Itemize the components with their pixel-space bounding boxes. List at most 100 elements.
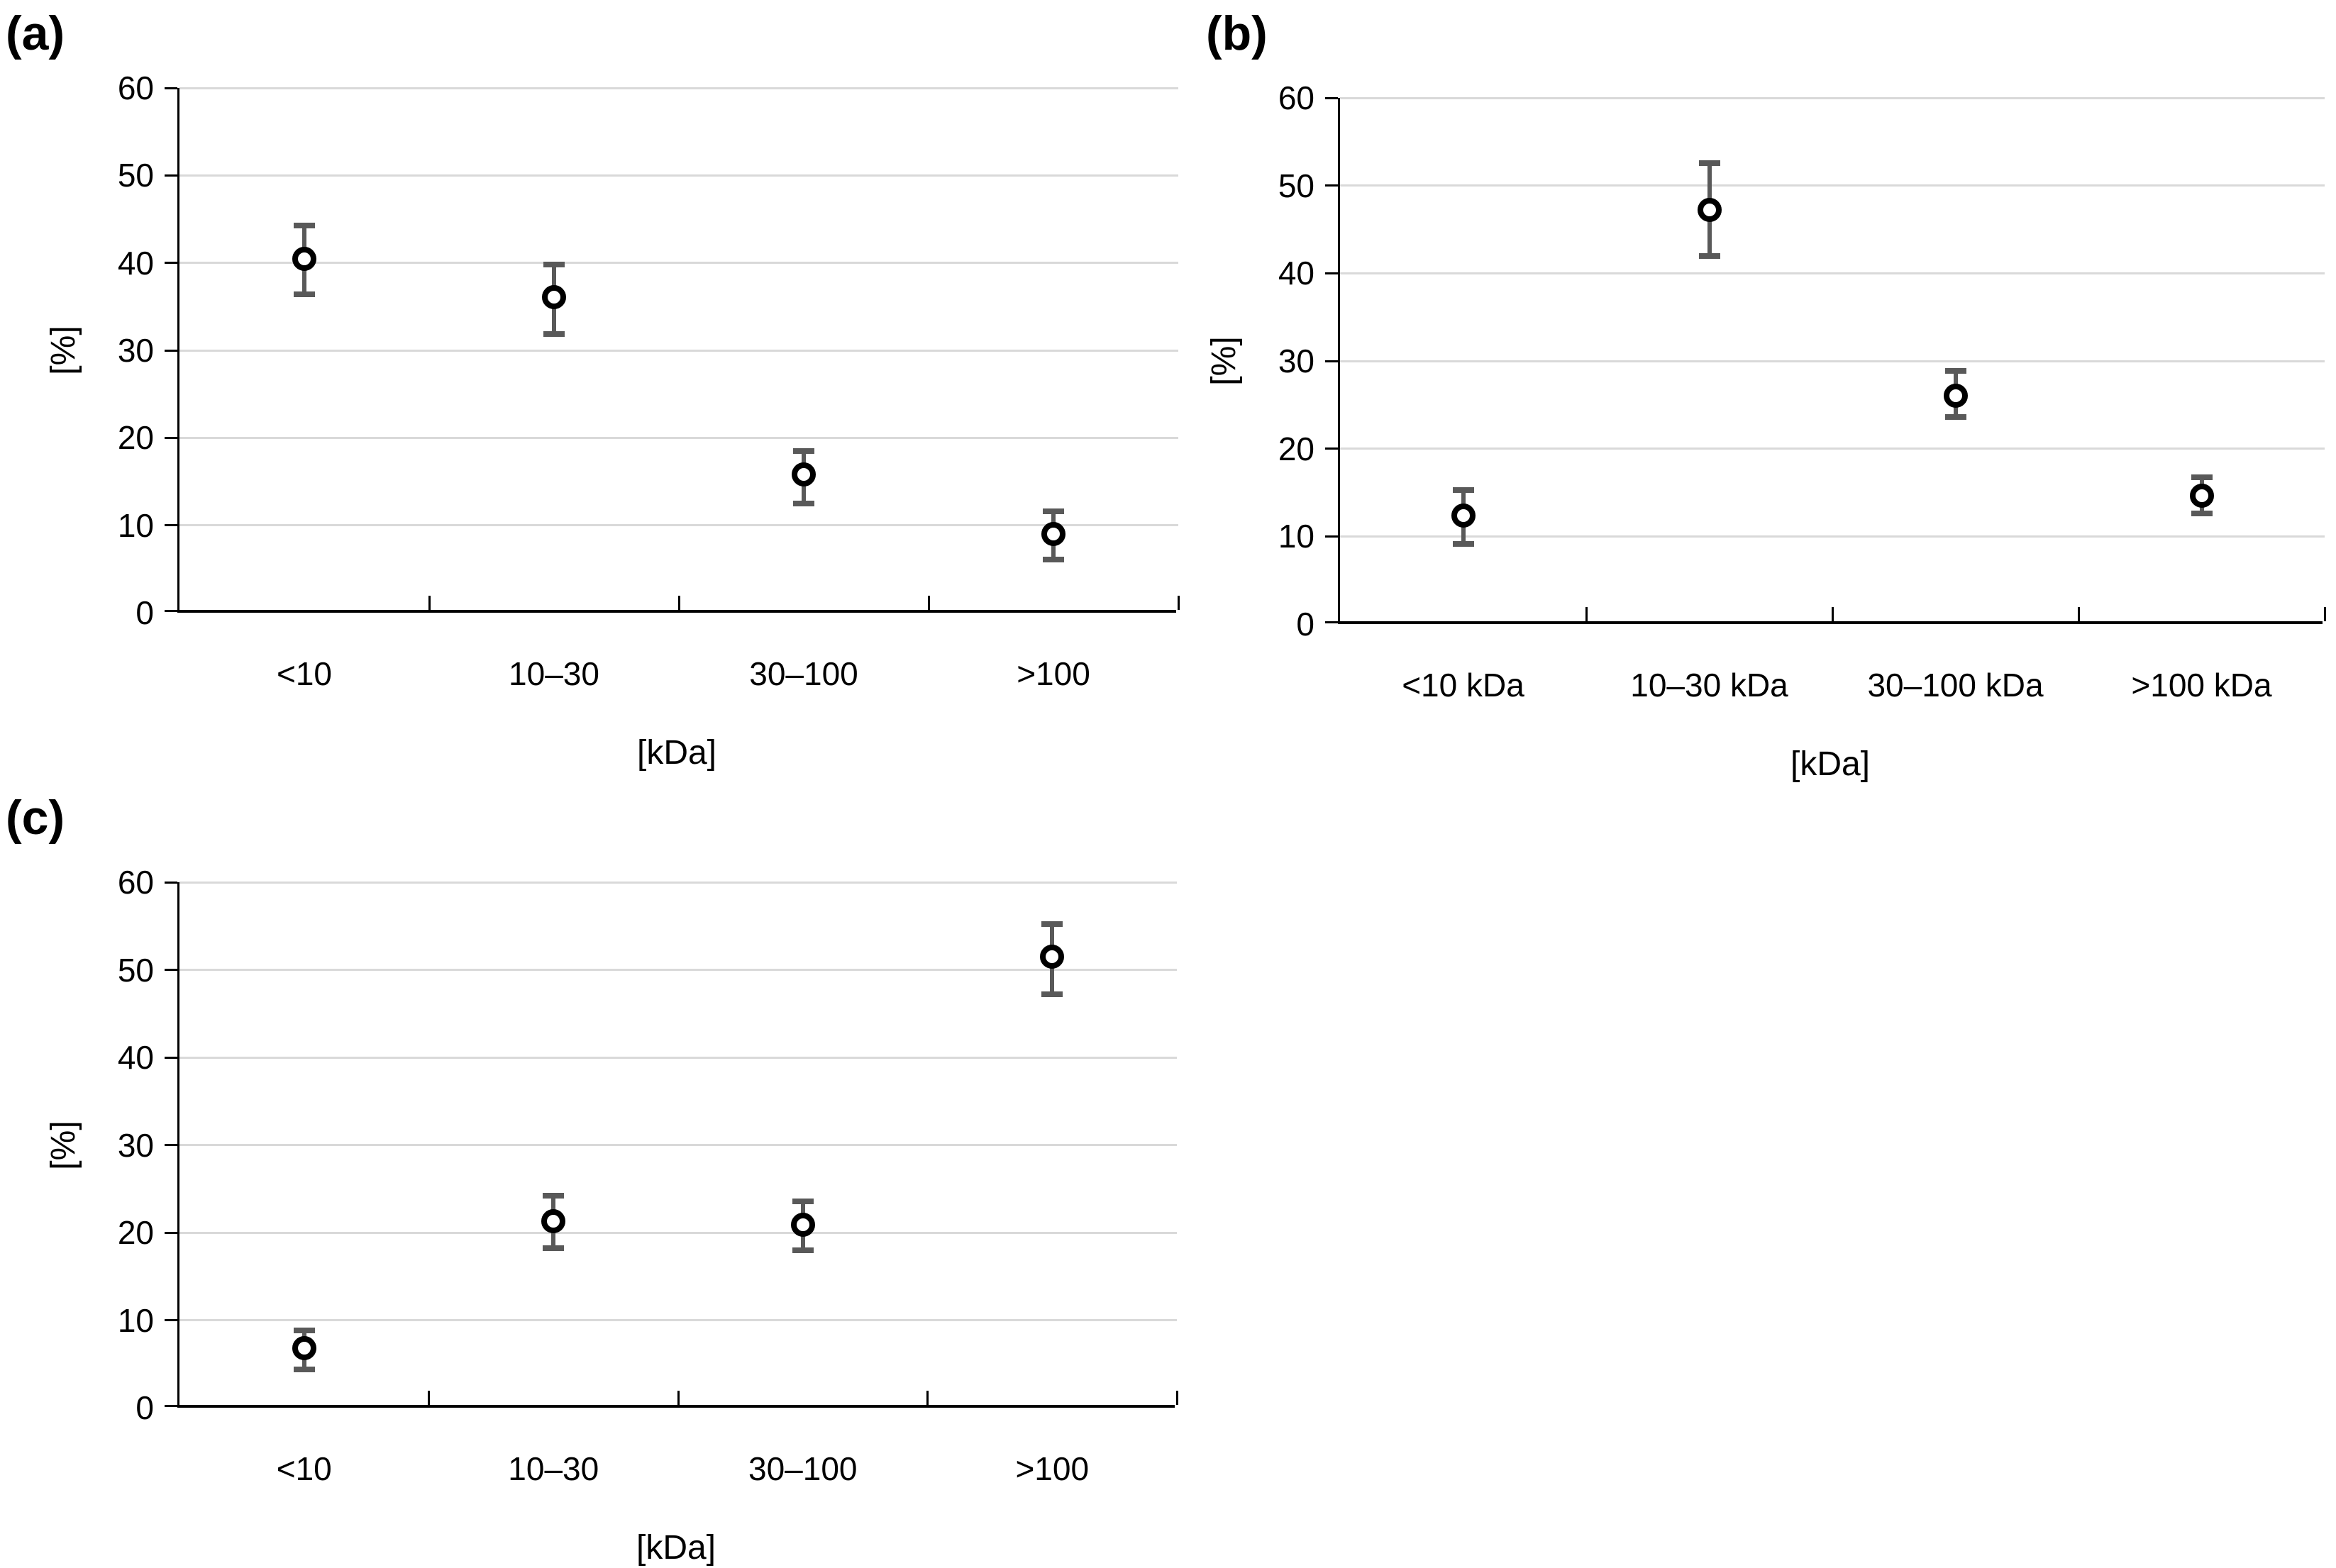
y-tick-label-20: 20 bbox=[1208, 429, 1314, 469]
x-tick-label-2: 30–100 bbox=[626, 1449, 980, 1489]
x-tick-3 bbox=[926, 1391, 929, 1405]
error-bar-cap-bottom bbox=[1043, 557, 1064, 562]
data-point-marker bbox=[1451, 504, 1476, 528]
y-tick-label-0: 0 bbox=[48, 1388, 154, 1428]
x-tick-2 bbox=[1832, 607, 1834, 621]
x-tick-4 bbox=[2324, 607, 2326, 621]
y-tick-label-60: 60 bbox=[48, 68, 154, 108]
y-tick-label-0: 0 bbox=[1208, 604, 1314, 644]
panel-b-y-axis-title: [%] bbox=[1205, 255, 1247, 467]
y-tick-20 bbox=[165, 437, 177, 439]
y-tick-30 bbox=[165, 1144, 177, 1146]
y-tick-label-30: 30 bbox=[48, 330, 154, 370]
error-bar-cap-top bbox=[294, 1328, 315, 1333]
x-tick-label-1: 10–30 bbox=[377, 654, 731, 694]
y-tick-label-10: 10 bbox=[1208, 516, 1314, 556]
error-bar-cap-top bbox=[1043, 508, 1064, 514]
error-bar bbox=[1051, 511, 1056, 560]
y-tick-50 bbox=[1325, 184, 1338, 187]
error-bar-cap-bottom bbox=[543, 1245, 564, 1251]
y-tick-label-50: 50 bbox=[48, 155, 154, 195]
error-bar bbox=[1707, 163, 1712, 256]
error-bar-cap-top bbox=[543, 262, 565, 267]
error-bar-cap-bottom bbox=[1041, 991, 1063, 997]
x-tick-2 bbox=[678, 596, 680, 610]
y-tick-30 bbox=[1325, 360, 1338, 362]
y-tick-label-50: 50 bbox=[1208, 166, 1314, 206]
x-tick-label-0: <10 kDa bbox=[1286, 665, 1641, 705]
y-tick-label-50: 50 bbox=[48, 950, 154, 990]
y-tick-label-40: 40 bbox=[1208, 253, 1314, 293]
error-bar-cap-top bbox=[1945, 368, 1966, 374]
gridline-60 bbox=[1340, 97, 2325, 99]
panel-a-label: (a) bbox=[6, 7, 65, 60]
x-tick-label-0: <10 bbox=[127, 654, 482, 694]
error-bar bbox=[302, 1330, 306, 1369]
error-bar-cap-top bbox=[2191, 474, 2213, 480]
gridline-30 bbox=[1340, 360, 2325, 362]
data-point-marker bbox=[1041, 522, 1065, 546]
gridline-50 bbox=[179, 174, 1178, 177]
y-tick-30 bbox=[165, 350, 177, 352]
gridline-50 bbox=[179, 969, 1177, 971]
error-bar-cap-bottom bbox=[1453, 541, 1474, 547]
panel-a-y-axis-title: [%] bbox=[44, 244, 87, 457]
panel-b-x-axis-title: [kDa] bbox=[1688, 745, 1972, 784]
panel-c-label: (c) bbox=[6, 791, 65, 845]
error-bar-cap-bottom bbox=[1945, 414, 1966, 420]
data-point-marker bbox=[292, 247, 316, 271]
y-tick-label-60: 60 bbox=[48, 862, 154, 902]
y-tick-label-10: 10 bbox=[48, 1301, 154, 1340]
gridline-10 bbox=[179, 524, 1178, 526]
y-tick-10 bbox=[1325, 535, 1338, 538]
data-point-marker bbox=[292, 1336, 316, 1360]
error-bar-cap-top bbox=[1699, 160, 1720, 166]
data-point-marker bbox=[2190, 484, 2214, 508]
error-bar bbox=[2200, 477, 2204, 513]
x-tick-1 bbox=[428, 1391, 430, 1405]
gridline-20 bbox=[179, 437, 1178, 439]
gridline-60 bbox=[179, 882, 1177, 884]
x-tick-label-1: 10–30 bbox=[376, 1449, 731, 1489]
x-tick-label-0: <10 bbox=[127, 1449, 482, 1489]
x-tick-label-2: 30–100 kDa bbox=[1778, 665, 2133, 705]
y-tick-20 bbox=[165, 1232, 177, 1234]
y-tick-10 bbox=[165, 524, 177, 526]
x-tick-label-3: >100 bbox=[876, 654, 1231, 694]
error-bar bbox=[802, 451, 806, 504]
gridline-20 bbox=[1340, 447, 2325, 450]
panel-a-x-axis-title: [kDa] bbox=[535, 733, 819, 773]
panel-b-label: (b) bbox=[1206, 7, 1268, 60]
error-bar bbox=[551, 1196, 555, 1248]
error-bar bbox=[1461, 490, 1466, 545]
error-bar-cap-bottom bbox=[294, 1367, 315, 1372]
y-tick-40 bbox=[1325, 272, 1338, 274]
y-tick-60 bbox=[165, 87, 177, 89]
y-tick-10 bbox=[165, 1319, 177, 1321]
y-tick-label-20: 20 bbox=[48, 1213, 154, 1252]
gridline-50 bbox=[1340, 184, 2325, 187]
error-bar-cap-top bbox=[1041, 921, 1063, 927]
data-point-marker bbox=[1040, 945, 1064, 969]
y-tick-50 bbox=[165, 969, 177, 971]
error-bar bbox=[552, 265, 556, 333]
y-tick-40 bbox=[165, 262, 177, 264]
panel-c-x-axis-title: [kDa] bbox=[534, 1528, 818, 1568]
error-bar bbox=[801, 1201, 805, 1250]
x-tick-label-3: >100 kDa bbox=[2025, 665, 2336, 705]
error-bar-cap-top bbox=[1453, 487, 1474, 493]
data-point-marker bbox=[1698, 198, 1722, 222]
x-tick-4 bbox=[1178, 596, 1180, 610]
y-tick-label-40: 40 bbox=[48, 243, 154, 283]
error-bar-cap-top bbox=[793, 448, 814, 454]
gridline-30 bbox=[179, 1144, 1177, 1146]
data-point-marker bbox=[792, 462, 816, 486]
data-point-marker bbox=[542, 285, 566, 309]
x-tick-label-3: >100 bbox=[875, 1449, 1229, 1489]
y-tick-0 bbox=[165, 1405, 177, 1407]
y-tick-label-40: 40 bbox=[48, 1038, 154, 1077]
